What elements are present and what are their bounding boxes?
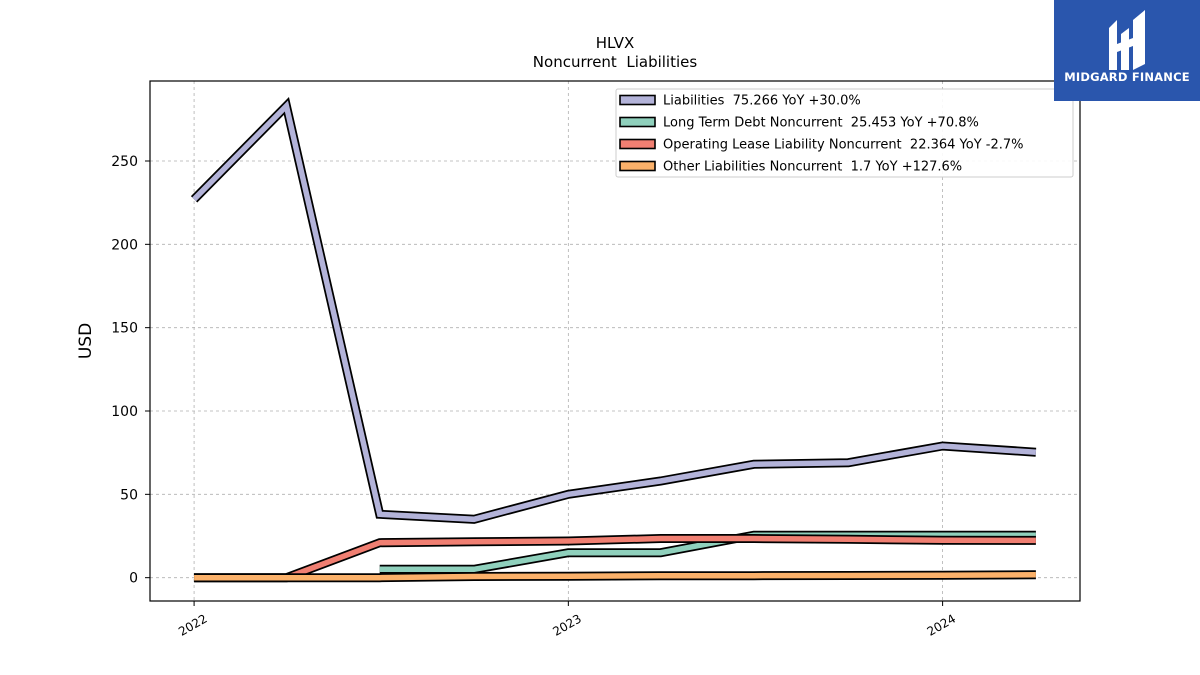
legend-label: Long Term Debt Noncurrent 25.453 YoY +70… (663, 116, 979, 131)
legend-label: Other Liabilities Noncurrent 1.7 YoY +12… (663, 160, 962, 175)
series-line-fill (192, 100, 1037, 523)
series-line-fill (379, 532, 1036, 573)
y-tick-label: 50 (120, 487, 138, 503)
y-axis-label: USD (76, 323, 96, 359)
legend-label: Operating Lease Liability Noncurrent 22.… (663, 138, 1024, 153)
y-tick-label: 100 (111, 404, 138, 420)
chart-subtitle: Noncurrent Liabilities (533, 53, 698, 71)
logo-text: MIDGARD FINANCE (1064, 70, 1190, 84)
y-tick-label: 250 (111, 154, 138, 170)
x-tick-label: 2022 (176, 611, 209, 638)
y-tick-label: 150 (111, 321, 138, 337)
y-tick-label: 0 (129, 571, 138, 587)
axis-ticks: 0 50 100 150 200 250 2022 2023 2024 (111, 154, 958, 639)
x-tick-label: 2024 (925, 611, 958, 638)
series-line-fill (194, 535, 1036, 581)
y-tick-label: 200 (111, 237, 138, 253)
legend-swatch (619, 94, 656, 106)
series-line-1 (379, 530, 1036, 574)
legend-swatch (619, 138, 656, 150)
series-line-0 (190, 97, 1037, 524)
legend-box (615, 88, 1074, 178)
series-lines (190, 97, 1037, 583)
midgard-finance-logo: MIDGARD FINANCE (1054, 0, 1200, 101)
series-line-2 (194, 534, 1036, 583)
legend-label: Liabilities 75.266 YoY +30.0% (663, 94, 861, 109)
plot-frame (149, 80, 1081, 602)
chart-title: HLVX (596, 34, 635, 52)
series-line-3 (194, 570, 1036, 583)
legend: Liabilities 75.266 YoY +30.0% Long Term D… (615, 88, 1074, 178)
logo-mark-icon (1109, 10, 1145, 70)
x-tick-label: 2023 (550, 611, 583, 638)
legend-swatch (619, 116, 656, 128)
series-line-fill (194, 572, 1036, 581)
legend-swatch (619, 160, 656, 172)
